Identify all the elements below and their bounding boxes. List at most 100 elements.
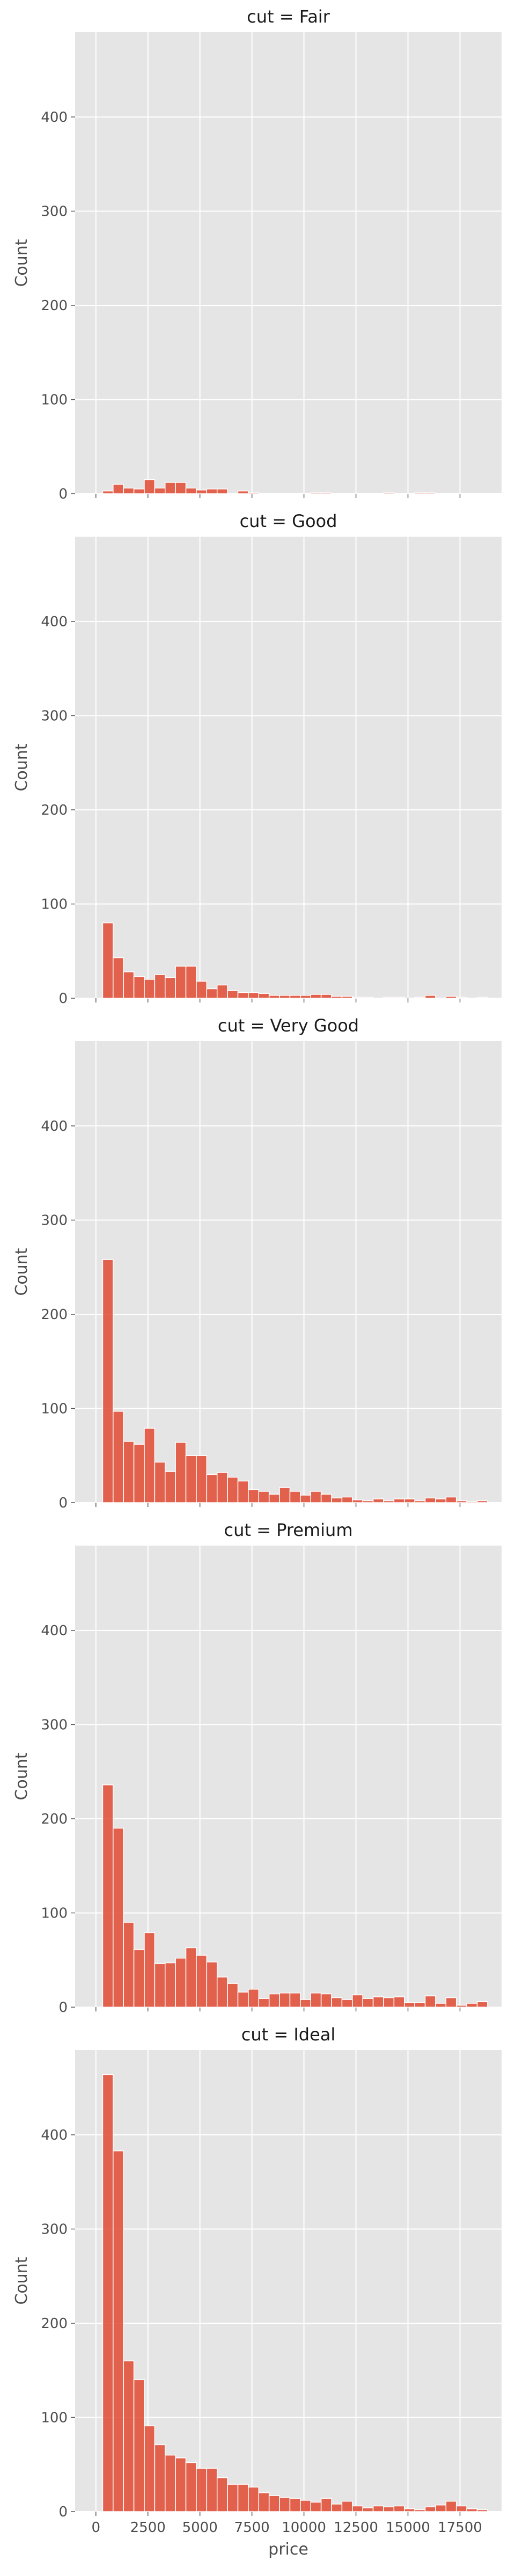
histogram-bar — [331, 2504, 343, 2512]
histogram-bar — [393, 1996, 405, 2008]
histogram-bar — [144, 479, 156, 494]
histogram-bar — [248, 992, 260, 999]
histogram-bar — [102, 490, 114, 494]
facet-title: cut = Very Good — [218, 1015, 359, 1036]
histogram-bar — [289, 994, 301, 999]
histogram-bar — [300, 1999, 311, 2008]
histogram-bar — [445, 1997, 457, 2008]
histogram-bar — [113, 484, 124, 494]
y-axis-label: Count — [12, 1752, 31, 1800]
histogram-bar — [414, 492, 426, 494]
histogram-bar — [289, 1491, 301, 1503]
panel-background — [75, 1546, 502, 2007]
histogram-bar — [476, 997, 488, 999]
x-axis-label: price — [268, 2540, 308, 2559]
histogram-bar — [227, 1983, 239, 2008]
y-axis-label: Count — [12, 239, 31, 287]
histogram-bar — [206, 2468, 218, 2512]
facet-title: cut = Premium — [224, 1520, 353, 1540]
y-tick-label: 200 — [41, 802, 68, 818]
histogram-bar — [206, 488, 218, 494]
histogram-bar — [206, 1962, 218, 2008]
histogram-bar — [102, 2074, 114, 2512]
histogram-bar — [383, 1997, 395, 2008]
histogram-bar — [185, 1455, 197, 1503]
histogram-bar — [196, 2468, 208, 2512]
y-tick-label: 300 — [41, 708, 68, 724]
histogram-bar — [133, 976, 145, 999]
histogram-bar — [258, 993, 270, 999]
facet-title: cut = Good — [240, 511, 337, 531]
histogram-bar — [279, 994, 291, 999]
histogram-bar — [185, 487, 197, 494]
histogram-bar — [268, 2495, 280, 2512]
x-tick-label: 5000 — [182, 2520, 218, 2536]
facet-title: cut = Fair — [247, 6, 330, 27]
histogram-bar — [279, 1992, 291, 2008]
histogram-bar — [476, 1500, 488, 1503]
histogram-bar — [175, 482, 187, 494]
y-tick-label: 100 — [41, 1401, 68, 1417]
histogram-bar — [206, 1474, 218, 1503]
histogram-bar — [372, 2505, 384, 2512]
histogram-bar — [133, 1444, 145, 1503]
y-tick-label: 0 — [58, 2504, 68, 2520]
histogram-bar — [383, 492, 395, 494]
y-tick-label: 0 — [58, 486, 68, 502]
y-tick-label: 400 — [41, 614, 68, 630]
histogram-bar — [362, 1500, 374, 1503]
histogram-bar — [165, 1962, 176, 2008]
histogram-bar — [445, 996, 457, 999]
histogram-bar — [383, 2506, 395, 2512]
histogram-bar — [133, 1949, 145, 2008]
histogram-bar — [216, 488, 228, 494]
histogram-bar — [424, 1995, 436, 2008]
histogram-bar — [466, 1501, 478, 1503]
histogram-bar — [248, 492, 260, 494]
y-tick-label: 300 — [41, 1717, 68, 1733]
histogram-bar — [445, 1496, 457, 1503]
histogram-bar — [113, 957, 124, 999]
histogram-bar — [455, 2505, 467, 2512]
y-tick-label: 400 — [41, 1118, 68, 1135]
y-axis-label: Count — [12, 1248, 31, 1296]
panel-background — [75, 537, 502, 998]
x-tick-label: 10000 — [282, 2520, 326, 2536]
histogram-bar — [185, 2462, 197, 2512]
histogram-bar — [455, 2004, 467, 2008]
histogram-bar — [279, 2497, 291, 2512]
histogram-bar — [310, 994, 322, 999]
histogram-bar — [352, 1994, 363, 2008]
histogram-bar — [175, 1441, 187, 1503]
histogram-bar — [424, 492, 436, 494]
histogram-bar — [414, 2509, 426, 2512]
histogram-bar — [165, 977, 176, 999]
histogram-bar — [237, 490, 249, 494]
y-axis-label: Count — [12, 743, 31, 791]
y-tick-label: 300 — [41, 203, 68, 219]
y-tick-label: 0 — [58, 2000, 68, 2016]
histogram-bar — [144, 1428, 156, 1503]
y-tick-label: 0 — [58, 991, 68, 1007]
histogram-bar — [341, 2500, 353, 2512]
histogram-bar — [165, 2454, 176, 2512]
histogram-bar — [123, 971, 135, 999]
y-tick-label: 400 — [41, 1623, 68, 1639]
histogram-bar — [102, 1784, 114, 2008]
histogram-bar — [196, 489, 208, 494]
histogram-bar — [362, 1998, 374, 2008]
histogram-bar — [476, 2001, 488, 2008]
histogram-bar — [237, 1992, 249, 2008]
histogram-bar — [300, 1495, 311, 1503]
histogram-bar — [300, 994, 311, 999]
facet-panel: 0 100 200 300 400 cut = Fair Count — [12, 6, 502, 502]
histogram-bar — [113, 1827, 124, 2008]
histogram-bar — [133, 488, 145, 494]
histogram-bar — [154, 2444, 166, 2512]
histogram-bar — [403, 2002, 415, 2008]
y-tick-label: 100 — [41, 896, 68, 912]
histogram-bar — [466, 2003, 478, 2008]
histogram-bar — [331, 1497, 343, 1503]
histogram-bar — [154, 1461, 166, 1503]
histogram-bar — [237, 992, 249, 999]
